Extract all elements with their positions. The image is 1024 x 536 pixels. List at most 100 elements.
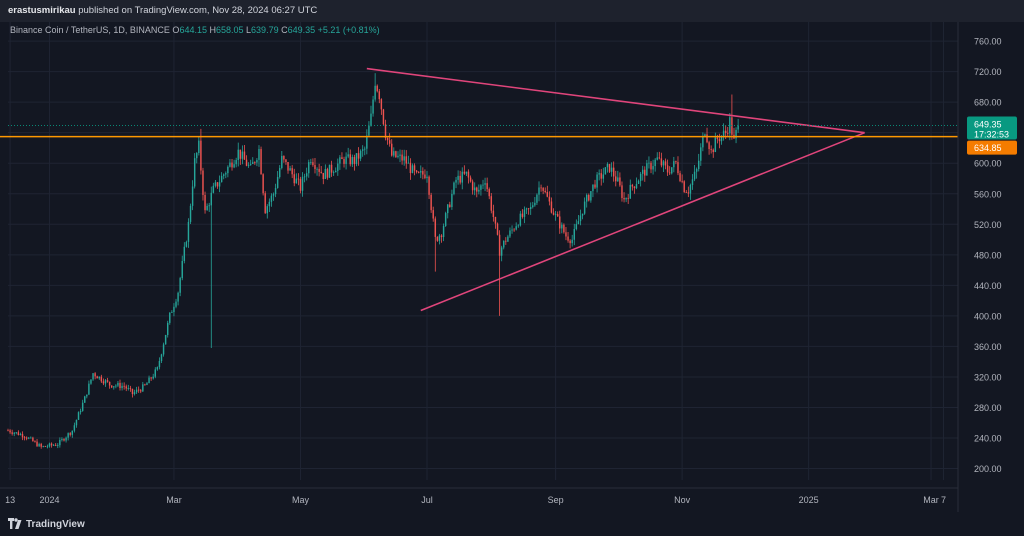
- candle[interactable]: [544, 187, 546, 194]
- lower-trendline[interactable]: [420, 131, 865, 312]
- candle[interactable]: [465, 171, 468, 177]
- candle[interactable]: [75, 419, 78, 428]
- candle[interactable]: [393, 147, 395, 158]
- candle[interactable]: [492, 204, 495, 222]
- candle[interactable]: [621, 181, 623, 202]
- candle[interactable]: [268, 198, 271, 212]
- candle[interactable]: [252, 157, 254, 165]
- candle[interactable]: [652, 159, 654, 175]
- candle[interactable]: [633, 186, 636, 194]
- candle[interactable]: [413, 163, 416, 176]
- candle[interactable]: [218, 175, 221, 193]
- candle[interactable]: [13, 431, 15, 437]
- candle[interactable]: [337, 158, 339, 176]
- candle[interactable]: [222, 173, 225, 180]
- candle[interactable]: [11, 429, 13, 436]
- candle[interactable]: [50, 442, 53, 448]
- candle[interactable]: [664, 158, 667, 170]
- candle[interactable]: [575, 219, 578, 231]
- candle[interactable]: [399, 149, 401, 163]
- candle[interactable]: [641, 165, 644, 181]
- candle[interactable]: [312, 158, 314, 167]
- candle[interactable]: [523, 206, 526, 224]
- candle[interactable]: [339, 155, 341, 170]
- candle[interactable]: [177, 291, 179, 306]
- candle[interactable]: [69, 432, 71, 437]
- candle[interactable]: [675, 160, 677, 165]
- candle[interactable]: [196, 152, 198, 164]
- candle[interactable]: [169, 312, 171, 325]
- candle[interactable]: [388, 133, 391, 147]
- candle[interactable]: [689, 183, 692, 200]
- candle[interactable]: [106, 377, 109, 383]
- candle[interactable]: [77, 411, 80, 420]
- candle[interactable]: [463, 165, 466, 175]
- candle[interactable]: [656, 152, 658, 161]
- candle[interactable]: [28, 436, 30, 440]
- candle[interactable]: [314, 158, 316, 174]
- candle[interactable]: [179, 276, 181, 297]
- candle[interactable]: [297, 173, 300, 186]
- candle[interactable]: [478, 184, 480, 195]
- candle[interactable]: [326, 167, 329, 180]
- candle[interactable]: [648, 156, 650, 169]
- candle[interactable]: [366, 129, 368, 155]
- candle[interactable]: [243, 144, 246, 160]
- candle[interactable]: [527, 207, 530, 215]
- candle[interactable]: [548, 191, 551, 206]
- candle[interactable]: [185, 240, 188, 248]
- candle[interactable]: [260, 146, 262, 175]
- candle[interactable]: [98, 376, 100, 380]
- candle[interactable]: [229, 159, 231, 168]
- candle[interactable]: [731, 94, 733, 140]
- candle[interactable]: [542, 186, 544, 195]
- candle[interactable]: [660, 152, 663, 168]
- candle[interactable]: [482, 179, 484, 190]
- candle[interactable]: [453, 181, 455, 196]
- candle[interactable]: [59, 437, 61, 448]
- candle[interactable]: [534, 197, 536, 207]
- candle[interactable]: [148, 375, 150, 384]
- candle[interactable]: [171, 310, 173, 313]
- candle[interactable]: [442, 223, 445, 242]
- candle[interactable]: [581, 213, 584, 220]
- candle[interactable]: [320, 166, 322, 174]
- candle[interactable]: [86, 394, 88, 399]
- candle[interactable]: [301, 172, 304, 197]
- candle[interactable]: [681, 174, 683, 184]
- candle[interactable]: [364, 146, 366, 156]
- candle[interactable]: [573, 223, 575, 246]
- candle[interactable]: [100, 374, 103, 383]
- candle[interactable]: [359, 149, 362, 162]
- candle[interactable]: [283, 155, 285, 163]
- candle[interactable]: [594, 179, 596, 189]
- candle[interactable]: [191, 180, 194, 211]
- candle[interactable]: [735, 127, 737, 144]
- candle[interactable]: [310, 158, 312, 165]
- candle[interactable]: [567, 231, 569, 243]
- candle[interactable]: [552, 208, 555, 216]
- candle[interactable]: [210, 186, 213, 348]
- candle[interactable]: [225, 171, 227, 179]
- candle[interactable]: [490, 193, 493, 214]
- candle[interactable]: [577, 214, 580, 225]
- candle[interactable]: [697, 153, 700, 172]
- candle[interactable]: [729, 113, 731, 141]
- candle[interactable]: [46, 444, 49, 449]
- candle[interactable]: [291, 165, 293, 179]
- candle[interactable]: [345, 152, 347, 170]
- candle[interactable]: [438, 233, 441, 245]
- candle[interactable]: [32, 436, 34, 442]
- candle[interactable]: [469, 175, 472, 183]
- candle[interactable]: [604, 167, 607, 175]
- candle[interactable]: [152, 373, 154, 380]
- candle[interactable]: [615, 170, 617, 187]
- candle[interactable]: [40, 442, 42, 449]
- candle[interactable]: [361, 145, 364, 157]
- candle[interactable]: [94, 372, 96, 380]
- upper-trendline[interactable]: [366, 67, 865, 134]
- candle[interactable]: [500, 245, 503, 262]
- candle[interactable]: [420, 165, 422, 179]
- candle[interactable]: [658, 151, 661, 160]
- candle[interactable]: [538, 181, 540, 202]
